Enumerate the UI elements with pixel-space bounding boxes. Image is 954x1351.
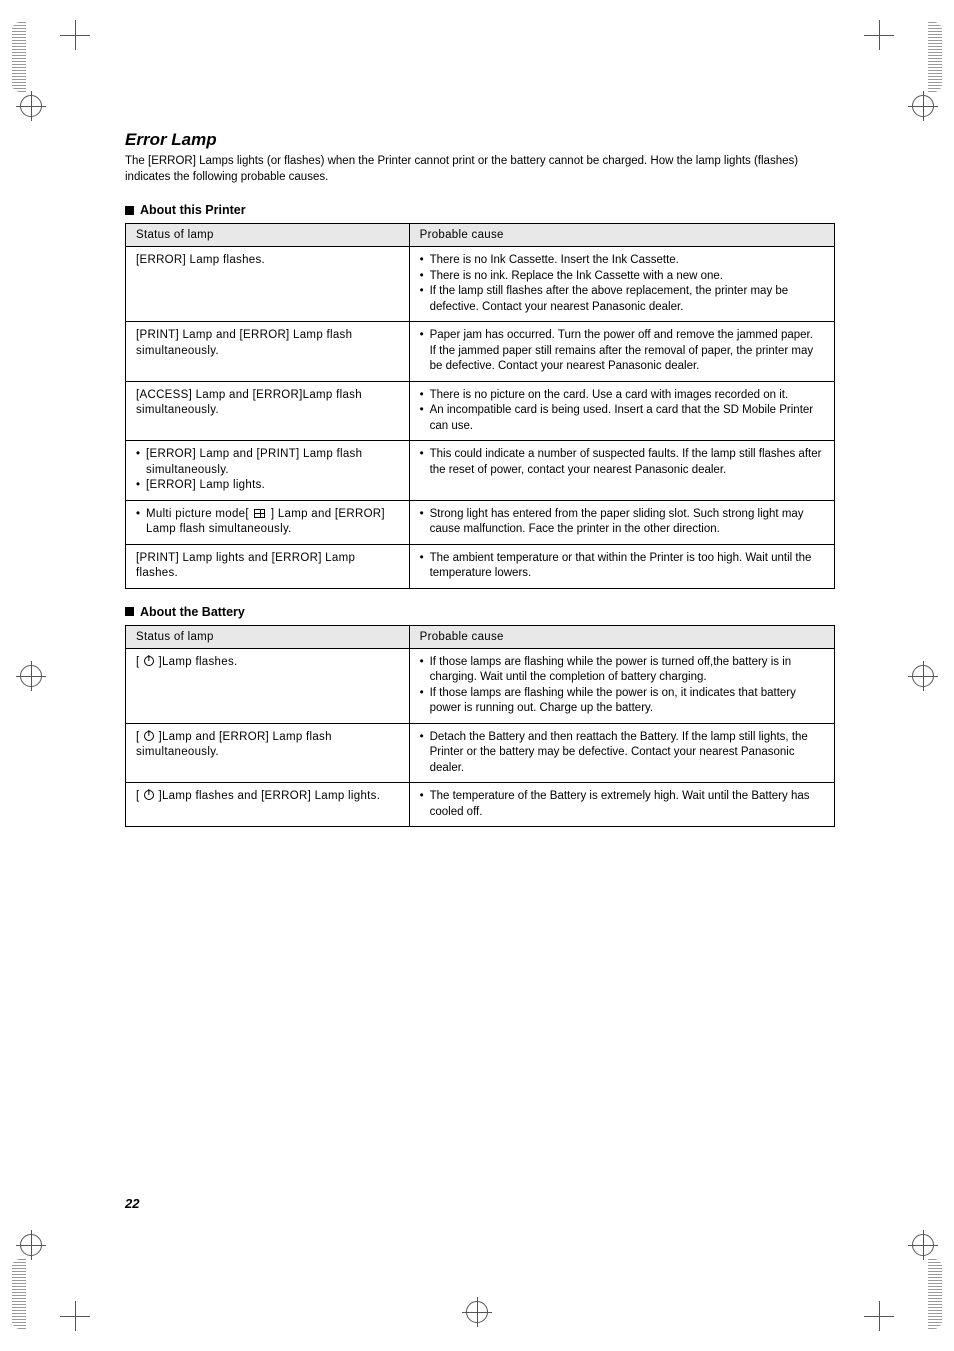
table-row: Multi picture mode[ ] Lamp and [ERROR] L… <box>126 500 835 544</box>
crop-mark <box>60 1301 90 1331</box>
table-header-cause: Probable cause <box>409 224 834 247</box>
cause-bullet: If the lamp still flashes after the abov… <box>420 284 824 315</box>
cause-cell: The ambient temperature or that within t… <box>409 544 834 588</box>
table-header-cause: Probable cause <box>409 625 834 648</box>
crop-mark <box>60 20 90 50</box>
status-cell: [PRINT] Lamp and [ERROR] Lamp flash simu… <box>126 322 410 382</box>
cause-cell: Strong light has entered from the paper … <box>409 500 834 544</box>
intro-paragraph: The [ERROR] Lamps lights (or flashes) wh… <box>125 154 835 185</box>
table-header-status: Status of lamp <box>126 625 410 648</box>
status-cell: [ACCESS] Lamp and [ERROR]Lamp flash simu… <box>126 381 410 441</box>
status-bullet: [ERROR] Lamp lights. <box>136 478 399 494</box>
section-title: Error Lamp <box>125 130 835 150</box>
table-row: [ACCESS] Lamp and [ERROR]Lamp flash simu… <box>126 381 835 441</box>
cause-bullet: The temperature of the Battery is extrem… <box>420 789 824 820</box>
status-cell: [ ]Lamp flashes and [ERROR] Lamp lights. <box>126 783 410 827</box>
status-cell: [ERROR] Lamp flashes. <box>126 247 410 322</box>
cause-cell: The temperature of the Battery is extrem… <box>409 783 834 827</box>
table-row: [ ]Lamp flashes. If those lamps are flash… <box>126 648 835 723</box>
subheading-battery: About the Battery <box>125 605 835 619</box>
cause-cell: Detach the Battery and then reattach the… <box>409 723 834 783</box>
status-bullet: [ERROR] Lamp and [PRINT] Lamp flash simu… <box>136 447 399 478</box>
status-cell: [PRINT] Lamp lights and [ERROR] Lamp fla… <box>126 544 410 588</box>
status-cell: Multi picture mode[ ] Lamp and [ERROR] L… <box>126 500 410 544</box>
square-bullet-icon <box>125 206 134 215</box>
cause-bullet: This could indicate a number of suspecte… <box>420 447 824 478</box>
cause-bullet: An incompatible card is being used. Inse… <box>420 403 824 434</box>
square-bullet-icon <box>125 607 134 616</box>
printer-table: Status of lamp Probable cause [ERROR] La… <box>125 223 835 589</box>
registration-target <box>912 95 934 117</box>
cause-cell: This could indicate a number of suspecte… <box>409 441 834 501</box>
table-row: [ ]Lamp and [ERROR] Lamp flash simultane… <box>126 723 835 783</box>
cause-bullet: Paper jam has occurred. Turn the power o… <box>420 328 824 375</box>
cause-cell: If those lamps are flashing while the po… <box>409 648 834 723</box>
status-cell: [ ]Lamp and [ERROR] Lamp flash simultane… <box>126 723 410 783</box>
cause-bullet: There is no Ink Cassette. Insert the Ink… <box>420 253 824 269</box>
halftone-strip-top-left <box>12 22 26 92</box>
halftone-strip-top-right <box>928 22 942 92</box>
subheading-printer-label: About this Printer <box>140 203 246 217</box>
table-row: [ ]Lamp flashes and [ERROR] Lamp lights.… <box>126 783 835 827</box>
registration-target <box>20 1234 42 1256</box>
cause-bullet: There is no ink. Replace the Ink Cassett… <box>420 269 824 285</box>
cause-cell: There is no Ink Cassette. Insert the Ink… <box>409 247 834 322</box>
table-row: [PRINT] Lamp and [ERROR] Lamp flash simu… <box>126 322 835 382</box>
status-cell: [ ]Lamp flashes. <box>126 648 410 723</box>
table-header-status: Status of lamp <box>126 224 410 247</box>
cause-bullet: If those lamps are flashing while the po… <box>420 686 824 717</box>
cause-bullet: Detach the Battery and then reattach the… <box>420 730 824 777</box>
registration-target <box>466 1301 488 1323</box>
cause-cell: Paper jam has occurred. Turn the power o… <box>409 322 834 382</box>
crop-mark <box>864 1301 894 1331</box>
registration-target <box>20 665 42 687</box>
table-row: [PRINT] Lamp lights and [ERROR] Lamp fla… <box>126 544 835 588</box>
power-icon <box>144 790 154 800</box>
halftone-strip-bottom-left <box>12 1259 26 1329</box>
subheading-printer: About this Printer <box>125 203 835 217</box>
table-row: [ERROR] Lamp flashes. There is no Ink Cas… <box>126 247 835 322</box>
page-number: 22 <box>125 1196 139 1211</box>
cause-bullet: The ambient temperature or that within t… <box>420 551 824 582</box>
page-content: Error Lamp The [ERROR] Lamps lights (or … <box>125 130 835 843</box>
subheading-battery-label: About the Battery <box>140 605 245 619</box>
cause-bullet: If those lamps are flashing while the po… <box>420 655 824 686</box>
halftone-strip-bottom-right <box>928 1259 942 1329</box>
crop-mark <box>864 20 894 50</box>
registration-target <box>20 95 42 117</box>
table-row: [ERROR] Lamp and [PRINT] Lamp flash simu… <box>126 441 835 501</box>
power-icon <box>144 731 154 741</box>
status-bullet: Multi picture mode[ ] Lamp and [ERROR] L… <box>136 507 399 538</box>
registration-target <box>912 665 934 687</box>
status-cell: [ERROR] Lamp and [PRINT] Lamp flash simu… <box>126 441 410 501</box>
cause-cell: There is no picture on the card. Use a c… <box>409 381 834 441</box>
cause-bullet: Strong light has entered from the paper … <box>420 507 824 538</box>
multi-picture-grid-icon <box>254 509 265 518</box>
cause-bullet: There is no picture on the card. Use a c… <box>420 388 824 404</box>
registration-target <box>912 1234 934 1256</box>
battery-table: Status of lamp Probable cause [ ]Lamp fl… <box>125 625 835 828</box>
power-icon <box>144 656 154 666</box>
